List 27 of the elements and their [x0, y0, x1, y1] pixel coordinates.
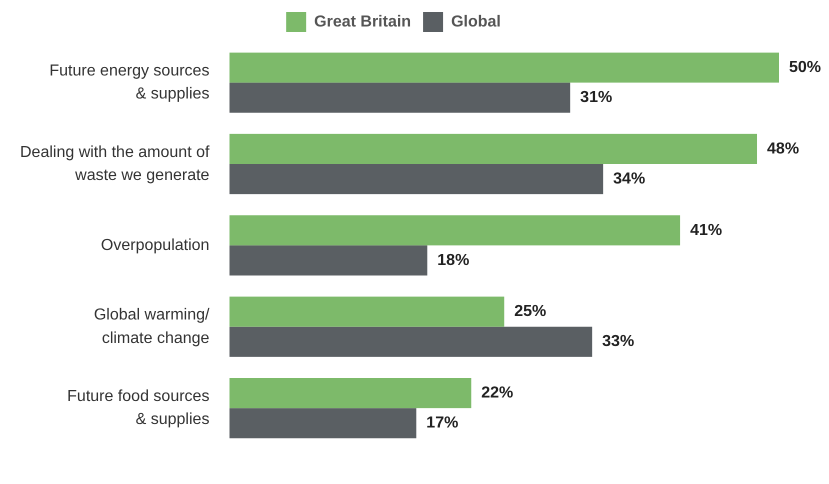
bar: [229, 378, 472, 408]
data-label: 18%: [437, 252, 470, 269]
bar: [229, 245, 428, 276]
bar: [229, 52, 779, 83]
y-tick-label: Global warming/ climate change: [94, 306, 210, 347]
data-label: 25%: [514, 303, 546, 320]
data-label: 17%: [426, 414, 458, 432]
bar: [229, 82, 570, 113]
bar: [229, 164, 604, 194]
bar: [229, 326, 592, 357]
y-tick-label: Future food sources & supplies: [67, 388, 210, 428]
data-label: 48%: [767, 140, 800, 158]
y-tick-label: Future energy sources & supplies: [49, 62, 210, 103]
data-label: 41%: [690, 222, 722, 239]
data-label: 22%: [481, 384, 514, 402]
y-tick-label: Dealing with the amount of waste we generate: [20, 144, 210, 184]
data-label: 34%: [613, 170, 646, 188]
bar: [229, 408, 416, 438]
data-label: 33%: [602, 333, 634, 350]
legend-label: Global: [451, 13, 501, 30]
bar: [229, 134, 758, 164]
data-label: 50%: [789, 59, 822, 76]
legend-label: Great Britain: [314, 13, 412, 30]
data-label: 31%: [580, 89, 612, 106]
bar: [229, 296, 504, 327]
y-tick-label: Overpopulation: [100, 236, 210, 254]
bar: [229, 215, 680, 246]
